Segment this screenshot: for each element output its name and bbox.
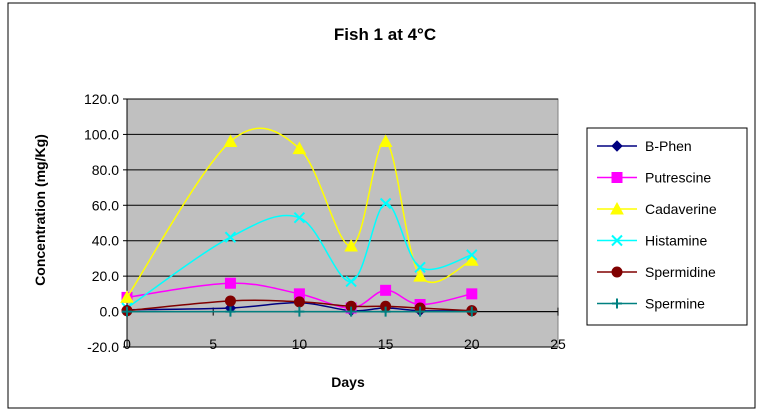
y-tick-label: 20.0 — [92, 268, 119, 284]
legend-marker-putrescine — [611, 172, 623, 183]
legend-marker-spermidine — [611, 266, 623, 278]
legend-item-cadaverine: Cadaverine — [597, 201, 717, 217]
data-point-histamine — [293, 211, 306, 224]
data-point-cadaverine — [120, 290, 134, 303]
data-point-putrescine — [466, 288, 478, 300]
data-point-putrescine — [224, 277, 236, 289]
data-point-histamine — [379, 197, 392, 210]
data-point-spermine — [294, 306, 305, 317]
legend-marker-cadaverine — [610, 201, 624, 215]
data-point-spermine — [466, 306, 477, 317]
legend-label-spermine: Spermine — [645, 296, 705, 312]
x-axis-label: Days — [331, 374, 365, 390]
legend-marker-spermine — [612, 298, 622, 309]
y-tick-label: 40.0 — [92, 233, 119, 249]
data-point-histamine — [414, 261, 426, 273]
data-point-spermidine — [293, 296, 305, 308]
data-point-histamine — [345, 275, 357, 288]
data-point-spermine — [346, 306, 357, 317]
legend: B-Phen Putrescine Cadaverine Histamine Sperm… — [586, 127, 748, 326]
y-tick-label: 100.0 — [84, 126, 119, 142]
x-tick-label: 0 — [123, 336, 131, 352]
data-point-cadaverine — [344, 238, 358, 252]
series-spermine — [122, 306, 477, 317]
data-point-cadaverine — [378, 134, 393, 148]
data-point-cadaverine — [292, 141, 307, 155]
y-tick-label: 120.0 — [84, 91, 119, 107]
legend-label-putrescine: Putrescine — [645, 170, 711, 186]
y-tick-label: 0.0 — [100, 304, 120, 320]
data-point-spermine — [415, 306, 426, 317]
data-point-spermine — [225, 306, 236, 317]
data-point-cadaverine — [223, 134, 238, 148]
legend-item-histamine: Histamine — [597, 233, 707, 249]
data-point-cadaverine — [464, 253, 479, 266]
legend-label-histamine: Histamine — [645, 233, 707, 249]
data-point-cadaverine — [413, 269, 427, 282]
y-axis-label: Concentration (mg/Kg) — [32, 134, 48, 286]
y-tick-label: 80.0 — [92, 162, 119, 178]
legend-item-b-phen: B-Phen — [597, 138, 692, 154]
x-tick-label: 15 — [378, 336, 394, 352]
legend-item-spermidine: Spermidine — [597, 264, 716, 280]
legend-item-putrescine: Putrescine — [597, 170, 711, 186]
y-tick-label: 60.0 — [92, 197, 119, 213]
data-point-putrescine — [380, 284, 392, 296]
series-layer — [120, 127, 479, 317]
legend-marker-b-phen — [611, 140, 623, 152]
chart-title: Fish 1 at 4°C — [334, 25, 436, 44]
data-point-histamine — [466, 249, 478, 261]
legend-box — [586, 127, 748, 326]
legend-label-spermidine: Spermidine — [645, 264, 716, 280]
legend-item-spermine: Spermine — [597, 296, 705, 312]
series-cadaverine — [120, 127, 479, 303]
legend-label-cadaverine: Cadaverine — [645, 201, 717, 217]
legend-marker-histamine — [611, 234, 623, 247]
data-point-spermine — [380, 306, 391, 317]
y-tick-label: -20.0 — [87, 339, 119, 355]
x-tick-label: 5 — [209, 336, 217, 352]
data-point-spermine — [122, 306, 132, 317]
x-tick-label: 25 — [550, 336, 566, 352]
data-point-histamine — [224, 231, 237, 243]
x-tick-label: 10 — [292, 336, 308, 352]
x-tick-label: 20 — [464, 336, 480, 352]
data-point-spermidine — [224, 295, 236, 307]
legend-label-b-phen: B-Phen — [645, 138, 692, 154]
